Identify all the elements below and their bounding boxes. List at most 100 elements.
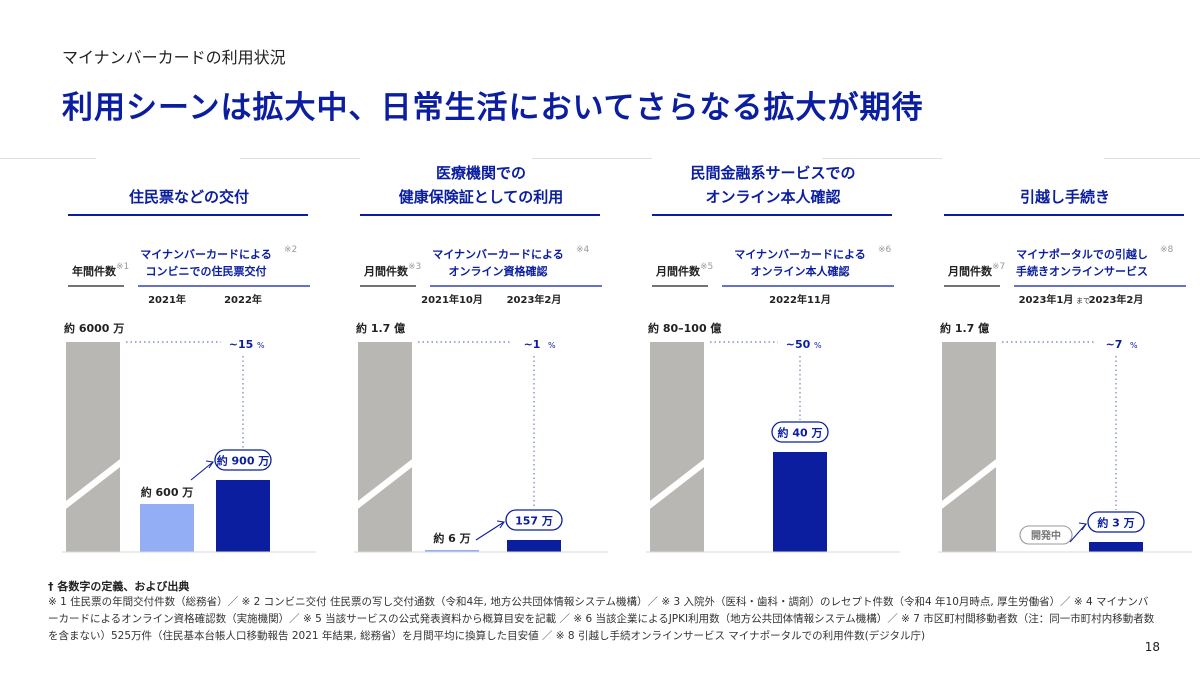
left-metric-label: 月間件数 (363, 264, 409, 278)
percent-value: ~15 (229, 338, 254, 351)
percent-value: ~1 (524, 338, 541, 351)
right-metric-note: ※4 (576, 245, 590, 255)
panel-title-line2: 健康保険証としての利用 (398, 188, 564, 206)
baseline-bar (650, 342, 704, 552)
value-label: 約 900 万 (217, 454, 270, 468)
left-metric-note: ※5 (700, 262, 713, 272)
panel-title-line1: 医療機関での (435, 164, 526, 182)
value-label: 約 6 万 (433, 531, 470, 545)
bar-chart: 月間件数 ※3 マイナンバーカードによるオンライン資格確認 ※4 2021年10月 202… (354, 245, 608, 553)
panel-title-underline (360, 214, 600, 216)
divider-3 (822, 158, 942, 159)
right-metric-label-line1: マイナンバーカードによる (140, 248, 271, 261)
category-label: 2023年1月 (1019, 293, 1074, 306)
category-label: 2023年2月 (507, 293, 562, 306)
divider-2 (532, 158, 652, 159)
percent-value: ~50 (786, 338, 811, 351)
value-pill (214, 449, 272, 471)
baseline-bar-break (938, 456, 1000, 512)
value-pill (505, 509, 563, 531)
left-metric-note: ※7 (992, 262, 1005, 272)
baseline-bar (942, 342, 996, 552)
value-pill-status (1019, 525, 1073, 545)
left-metric-note: ※3 (408, 262, 421, 272)
divider-1 (240, 158, 360, 159)
left-metric-label: 年間件数 (72, 264, 117, 278)
growth-arrow-head (1078, 522, 1087, 531)
data-bar (140, 504, 194, 552)
footnotes-heading: † 各数字の定義、および出典 (48, 580, 190, 593)
category-label: 2022年 (224, 293, 262, 306)
growth-arrow-line (475, 521, 505, 541)
bar-chart: 月間件数 ※7 マイナポータルでの引越し手続きオンラインサービス ※8 2023年1月ま… (938, 245, 1192, 553)
data-bar (507, 540, 561, 552)
percent-unit: % (814, 341, 822, 350)
category-suffix: まで (1076, 297, 1090, 305)
panel-title-underline (68, 214, 308, 216)
panel-title-line2: オンライン本人確認 (705, 188, 841, 206)
baseline-bar (66, 342, 120, 552)
slide-subtitle: マイナンバーカードの利用状況 (62, 48, 286, 67)
panel-title-line1: 民間金融系サービスでの (690, 164, 856, 182)
right-metric-note: ※8 (1160, 245, 1174, 255)
baseline-label: 約 80–100 億 (648, 321, 721, 335)
divider-right (1104, 158, 1200, 159)
growth-arrow-line (1069, 523, 1087, 543)
slide-title: 利用シーンは拡大中、日常生活においてさらなる拡大が期待 (62, 90, 924, 126)
right-metric-label-line1: マイナポータルでの引越し (1016, 247, 1148, 261)
divider-left (0, 158, 96, 159)
category-label: 2023年2月 (1089, 293, 1144, 306)
category-label: 2021年10月 (421, 293, 483, 306)
panel-title: 引越し手続き (1019, 188, 1110, 206)
baseline-bar-break (646, 456, 708, 512)
value-label: 開発中 (1031, 529, 1061, 542)
right-metric-label-line2: オンライン資格確認 (449, 264, 548, 278)
chart-panel-moving-procedures: 引越し手続き 月間件数 ※7 マイナポータルでの引越し 手続きオンラインサービス ※8 2… (930, 158, 1200, 558)
baseline-label: 約 1.7 億 (940, 321, 989, 335)
value-label: 約 40 万 (778, 426, 823, 440)
left-metric-note: ※1 (116, 262, 129, 272)
growth-arrow-line (190, 461, 214, 481)
data-bar (425, 550, 479, 552)
baseline-bar-break (354, 456, 416, 512)
baseline-bar-break (62, 456, 124, 512)
panel-title: 住民票などの交付 (128, 188, 249, 206)
value-pill (771, 421, 829, 443)
right-metric-label-line1: マイナンバーカードによる (432, 248, 563, 261)
percent-unit: % (257, 341, 265, 350)
data-bar (216, 480, 270, 552)
right-metric-label-line2: コンビニでの住民票交付 (146, 264, 267, 278)
page-number: 18 (1144, 640, 1160, 654)
percent-unit: % (1130, 341, 1138, 350)
left-metric-label: 月間件数 (947, 264, 993, 278)
percent-value: ~7 (1106, 338, 1123, 351)
value-pill (1087, 511, 1145, 533)
growth-arrow-head (205, 460, 214, 469)
right-metric-note: ※2 (284, 245, 297, 255)
chart-panel-online-identity: 民間金融系サービスでの オンライン本人確認 月間件数 ※5 マイナンバーカードによる… (638, 158, 908, 558)
baseline-bar (358, 342, 412, 552)
baseline-label: 約 1.7 億 (356, 321, 405, 335)
right-metric-note: ※6 (878, 245, 892, 255)
growth-arrow-head (496, 520, 505, 529)
percent-unit: % (548, 341, 556, 350)
value-label: 157 万 (515, 515, 553, 528)
right-metric-label-line2: オンライン本人確認 (751, 264, 850, 278)
chart-panel-residence-certificate: 住民票などの交付 年間件数 ※1 マイナンバーカードによる コンビニでの住民票交付 ※2… (54, 158, 324, 558)
panel-title-underline (944, 214, 1184, 216)
baseline-label: 約 6000 万 (64, 321, 124, 335)
value-label: 約 600 万 (141, 485, 194, 499)
data-bar (773, 452, 827, 552)
data-bar (1089, 542, 1143, 552)
footnotes-text: ※ 1 住民票の年間交付件数（総務省）／ ※ 2 コンビニ交付 住民票の写し交付… (48, 596, 1155, 642)
category-label: 2022年11月 (769, 293, 831, 306)
right-metric-label-line1: マイナンバーカードによる (734, 248, 865, 261)
value-label: 約 3 万 (1097, 516, 1134, 530)
left-metric-label: 月間件数 (655, 264, 701, 278)
right-metric-label-line2: 手続きオンラインサービス (1016, 264, 1148, 278)
panel-title-underline (652, 214, 892, 216)
chart-panel-health-insurance: 医療機関での 健康保険証としての利用 月間件数 ※3 マイナンバーカードによる オンラ… (346, 158, 616, 558)
category-label: 2021年 (148, 293, 186, 306)
